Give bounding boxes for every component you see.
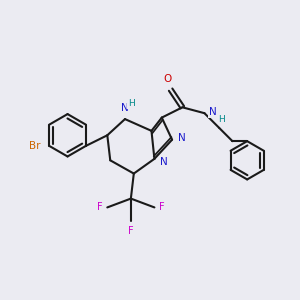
Text: F: F [159, 202, 164, 212]
Text: N: N [121, 103, 129, 112]
Text: Br: Br [29, 141, 41, 151]
Text: N: N [178, 133, 186, 143]
Text: N: N [160, 157, 167, 167]
Text: F: F [128, 226, 134, 236]
Text: F: F [97, 202, 103, 212]
Text: H: H [218, 115, 224, 124]
Text: O: O [164, 74, 172, 84]
Text: H: H [128, 99, 135, 108]
Text: N: N [209, 107, 217, 117]
